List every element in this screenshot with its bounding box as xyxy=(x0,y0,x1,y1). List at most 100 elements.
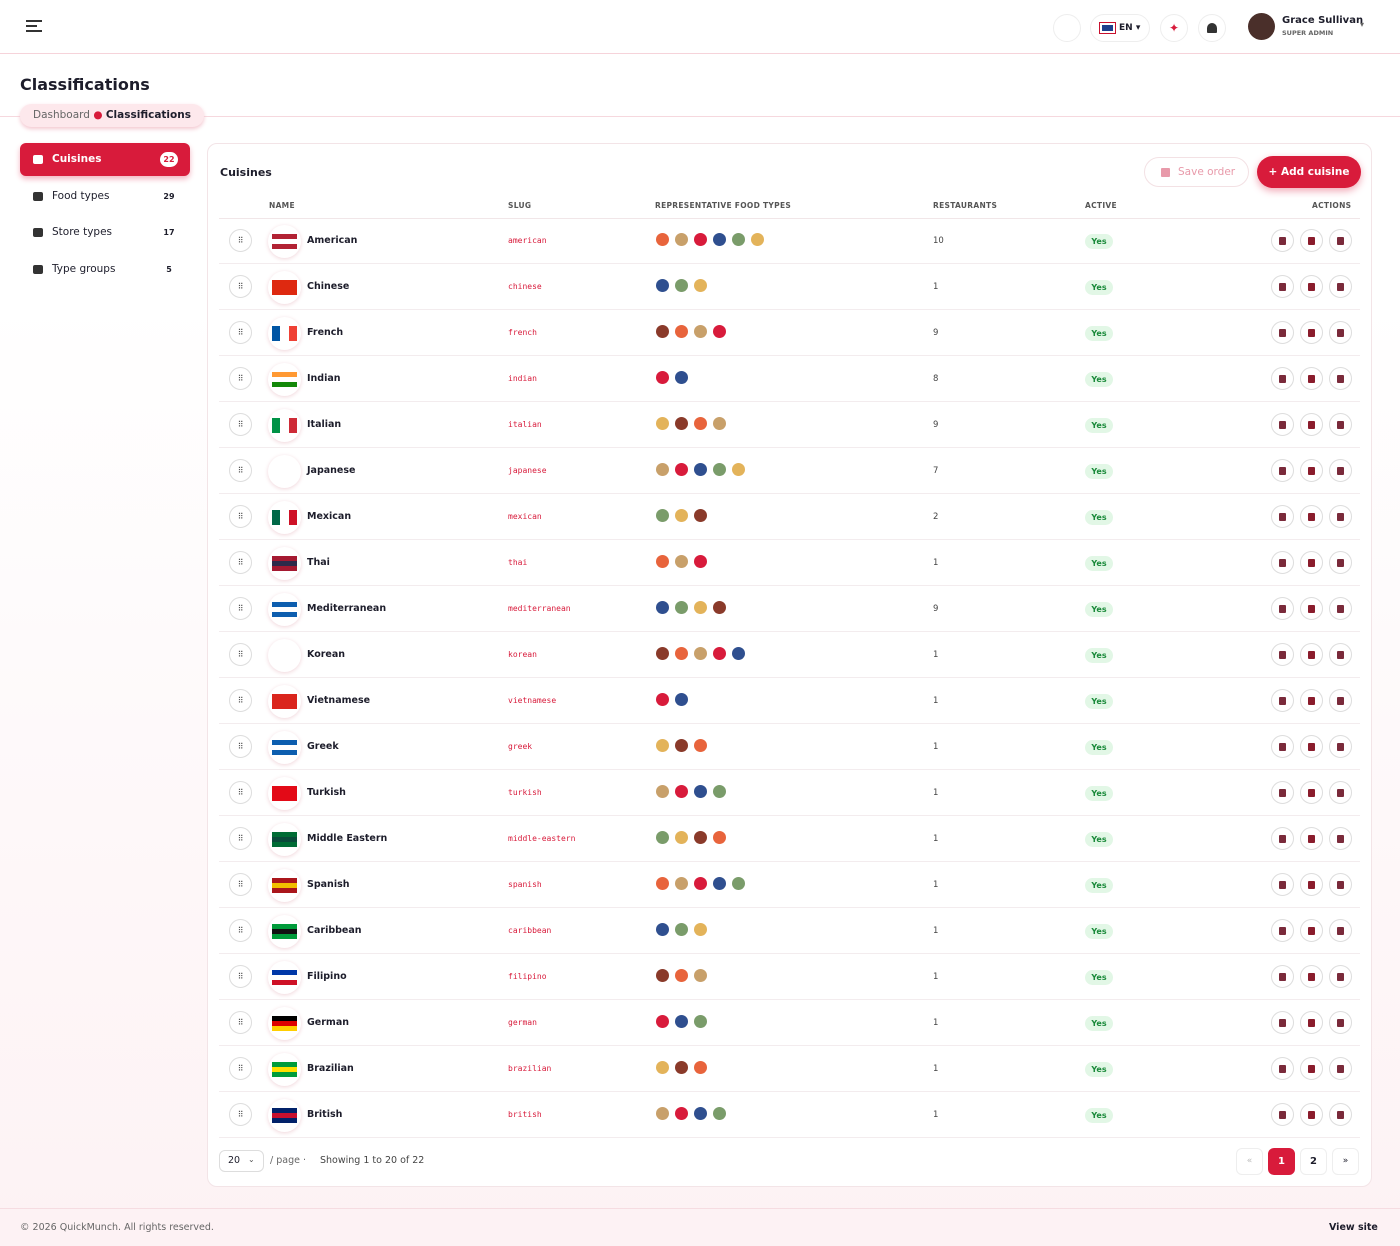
save-order-button[interactable]: Save order xyxy=(1144,157,1249,187)
food-types-button[interactable] xyxy=(1271,873,1294,896)
delete-button[interactable] xyxy=(1329,413,1352,436)
prev-page-button[interactable]: « xyxy=(1236,1148,1263,1175)
food-types-button[interactable] xyxy=(1271,321,1294,344)
delete-button[interactable] xyxy=(1329,229,1352,252)
edit-button[interactable] xyxy=(1300,321,1323,344)
food-types-button[interactable] xyxy=(1271,689,1294,712)
delete-button[interactable] xyxy=(1329,1011,1352,1034)
delete-button[interactable] xyxy=(1329,965,1352,988)
drag-handle[interactable]: ⠿ xyxy=(229,367,252,390)
edit-button[interactable] xyxy=(1300,597,1323,620)
per-page-suffix: / page · xyxy=(270,1155,306,1166)
next-page-button[interactable]: » xyxy=(1332,1148,1359,1175)
language-button[interactable]: EN ▾ xyxy=(1090,14,1150,42)
user-menu[interactable]: Grace Sullivan SUPER ADMIN ▾ xyxy=(1240,8,1370,46)
food-types-button[interactable] xyxy=(1271,1103,1294,1126)
fullscreen-button[interactable] xyxy=(1053,14,1081,42)
edit-button[interactable] xyxy=(1300,919,1323,942)
edit-button[interactable] xyxy=(1300,643,1323,666)
drag-handle[interactable]: ⠿ xyxy=(229,689,252,712)
drag-handle[interactable]: ⠿ xyxy=(229,1103,252,1126)
edit-button[interactable] xyxy=(1300,873,1323,896)
food-types-button[interactable] xyxy=(1271,735,1294,758)
delete-button[interactable] xyxy=(1329,919,1352,942)
per-page-select[interactable]: 20 xyxy=(219,1150,264,1172)
edit-button[interactable] xyxy=(1300,781,1323,804)
menu-button[interactable] xyxy=(26,20,42,32)
edit-button[interactable] xyxy=(1300,827,1323,850)
restaurant-count: 10 xyxy=(933,236,944,246)
ai-button[interactable]: ✦ xyxy=(1160,14,1188,42)
edit-button[interactable] xyxy=(1300,367,1323,390)
delete-button[interactable] xyxy=(1329,551,1352,574)
delete-button[interactable] xyxy=(1329,367,1352,390)
delete-button[interactable] xyxy=(1329,1057,1352,1080)
drag-handle[interactable]: ⠿ xyxy=(229,735,252,758)
drag-handle[interactable]: ⠿ xyxy=(229,919,252,942)
food-types-button[interactable] xyxy=(1271,413,1294,436)
edit-button[interactable] xyxy=(1300,735,1323,758)
food-types-button[interactable] xyxy=(1271,597,1294,620)
delete-button[interactable] xyxy=(1329,459,1352,482)
drag-handle[interactable]: ⠿ xyxy=(229,597,252,620)
food-types-button[interactable] xyxy=(1271,1011,1294,1034)
delete-button[interactable] xyxy=(1329,827,1352,850)
page-button[interactable]: 1 xyxy=(1268,1148,1295,1175)
drag-handle[interactable]: ⠿ xyxy=(229,1011,252,1034)
delete-button[interactable] xyxy=(1329,643,1352,666)
drag-handle[interactable]: ⠿ xyxy=(229,275,252,298)
delete-button[interactable] xyxy=(1329,689,1352,712)
drag-handle[interactable]: ⠿ xyxy=(229,413,252,436)
delete-button[interactable] xyxy=(1329,505,1352,528)
drag-handle[interactable]: ⠿ xyxy=(229,1057,252,1080)
edit-button[interactable] xyxy=(1300,1103,1323,1126)
drag-handle[interactable]: ⠿ xyxy=(229,873,252,896)
add-cuisine-button[interactable]: + Add cuisine xyxy=(1257,156,1361,188)
edit-button[interactable] xyxy=(1300,229,1323,252)
drag-handle[interactable]: ⠿ xyxy=(229,551,252,574)
notifications-button[interactable] xyxy=(1198,14,1226,42)
food-types-button[interactable] xyxy=(1271,919,1294,942)
food-types-button[interactable] xyxy=(1271,781,1294,804)
food-type-icon xyxy=(694,1015,707,1028)
food-types-button[interactable] xyxy=(1271,229,1294,252)
edit-button[interactable] xyxy=(1300,1011,1323,1034)
edit-button[interactable] xyxy=(1300,459,1323,482)
delete-button[interactable] xyxy=(1329,597,1352,620)
drag-handle[interactable]: ⠿ xyxy=(229,781,252,804)
delete-button[interactable] xyxy=(1329,1103,1352,1126)
drag-handle[interactable]: ⠿ xyxy=(229,321,252,344)
food-types-button[interactable] xyxy=(1271,965,1294,988)
breadcrumb-link[interactable]: Dashboard xyxy=(33,109,90,121)
delete-button[interactable] xyxy=(1329,275,1352,298)
drag-handle[interactable]: ⠿ xyxy=(229,827,252,850)
edit-button[interactable] xyxy=(1300,275,1323,298)
edit-button[interactable] xyxy=(1300,1057,1323,1080)
delete-button[interactable] xyxy=(1329,321,1352,344)
view-site-link[interactable]: View site xyxy=(1329,1222,1378,1233)
delete-button[interactable] xyxy=(1329,873,1352,896)
edit-button[interactable] xyxy=(1300,505,1323,528)
drag-handle[interactable]: ⠿ xyxy=(229,965,252,988)
food-types-button[interactable] xyxy=(1271,551,1294,574)
delete-button[interactable] xyxy=(1329,735,1352,758)
edit-button[interactable] xyxy=(1300,689,1323,712)
edit-button[interactable] xyxy=(1300,965,1323,988)
drag-handle[interactable]: ⠿ xyxy=(229,229,252,252)
cuisine-slug: vietnamese xyxy=(508,696,557,705)
food-types-button[interactable] xyxy=(1271,505,1294,528)
food-types-button[interactable] xyxy=(1271,1057,1294,1080)
edit-button[interactable] xyxy=(1300,551,1323,574)
drag-handle[interactable]: ⠿ xyxy=(229,643,252,666)
delete-button[interactable] xyxy=(1329,781,1352,804)
food-types-button[interactable] xyxy=(1271,459,1294,482)
page-button[interactable]: 2 xyxy=(1300,1148,1327,1175)
food-types-button[interactable] xyxy=(1271,367,1294,390)
edit-button[interactable] xyxy=(1300,413,1323,436)
drag-handle[interactable]: ⠿ xyxy=(229,505,252,528)
food-types-button[interactable] xyxy=(1271,643,1294,666)
food-types-button[interactable] xyxy=(1271,827,1294,850)
food-types-button[interactable] xyxy=(1271,275,1294,298)
drag-handle[interactable]: ⠿ xyxy=(229,459,252,482)
